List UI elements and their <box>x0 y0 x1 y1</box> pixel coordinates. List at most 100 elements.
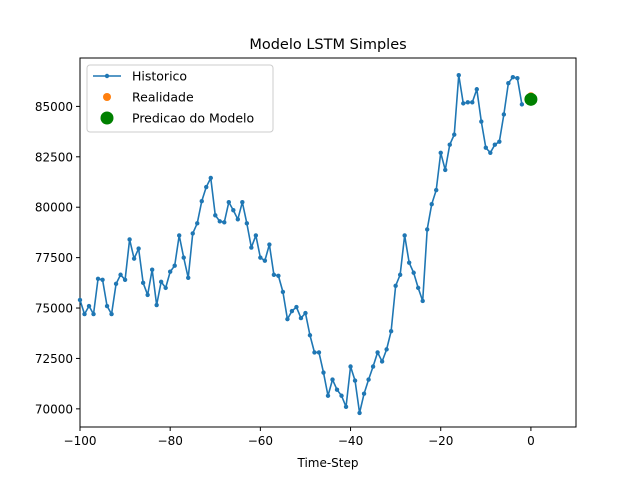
legend-label: Realidade <box>132 90 194 105</box>
historico-point <box>91 311 96 317</box>
historico-point <box>452 132 457 137</box>
historico-point <box>429 201 434 207</box>
historico-point <box>303 310 308 316</box>
series-layer <box>77 72 538 416</box>
historico-point <box>280 289 286 295</box>
historico-point <box>82 311 87 317</box>
historico-point <box>501 112 507 117</box>
historico-point <box>222 220 227 225</box>
historico-point <box>393 283 398 289</box>
historico-point <box>109 311 114 317</box>
historico-point <box>415 285 421 291</box>
legend-item: Historico <box>93 69 187 84</box>
legend-label: Predicao do Modelo <box>132 111 254 126</box>
historico-point <box>226 199 231 205</box>
y-tick-label: 70000 <box>35 402 73 416</box>
historico-point <box>285 316 290 322</box>
historico-point <box>208 175 213 181</box>
historico-point <box>167 269 173 274</box>
historico-point <box>434 187 439 193</box>
historico-point <box>357 410 362 416</box>
historico-point <box>127 237 132 242</box>
historico-point <box>397 272 403 277</box>
legend-swatch-marker <box>104 73 110 79</box>
historico-point <box>488 150 493 155</box>
historico-point <box>213 213 218 218</box>
historico-point <box>298 315 304 321</box>
historico-point <box>330 377 335 382</box>
historico-point <box>334 387 340 392</box>
historico-point <box>100 277 105 282</box>
x-tick-label: −60 <box>248 434 273 448</box>
historico-point <box>312 350 317 355</box>
x-tick-label: −100 <box>64 434 97 448</box>
historico-point <box>470 100 475 105</box>
y-tick-label: 82500 <box>35 150 73 164</box>
historico-point <box>479 119 484 124</box>
historico-point <box>465 100 470 105</box>
historico-point <box>361 391 367 396</box>
historico-point <box>145 292 150 298</box>
historico-point <box>131 256 137 261</box>
legend-swatch-marker <box>100 111 114 125</box>
historico-point <box>154 302 159 308</box>
historico-point <box>461 101 466 106</box>
historico-point <box>425 227 430 232</box>
x-tick-label: 0 <box>527 434 535 448</box>
historico-point <box>235 217 241 222</box>
historico-point <box>217 219 222 224</box>
historico-point <box>352 378 358 383</box>
plot-area <box>79 57 577 428</box>
predicao-point <box>524 92 538 106</box>
historico-point <box>271 272 277 277</box>
historico-point <box>402 233 407 238</box>
y-axis: 70000 72500 75000 77500 80000 82500 85000 <box>35 100 80 416</box>
historico-point <box>249 245 254 250</box>
historico-point <box>343 404 349 410</box>
y-tick-label: 75000 <box>35 302 73 316</box>
y-tick-label: 80000 <box>35 201 73 215</box>
historico-point <box>519 102 525 107</box>
legend-item: Predicao do Modelo <box>100 111 254 126</box>
historico-point <box>172 263 177 268</box>
historico-point <box>186 275 191 280</box>
historico-point <box>370 364 376 369</box>
y-tick-label: 72500 <box>35 352 73 366</box>
historico-point <box>483 145 489 150</box>
historico-point <box>515 75 520 81</box>
historico-point <box>276 273 281 278</box>
historico-point <box>294 304 299 310</box>
historico-point <box>497 139 502 144</box>
series-2 <box>524 92 538 106</box>
historico-point <box>379 359 385 364</box>
x-tick-label: −20 <box>428 434 453 448</box>
historico-point <box>339 393 344 398</box>
historico-point <box>262 258 268 263</box>
historico-point <box>384 347 389 352</box>
historico-point <box>118 272 123 277</box>
historico-point <box>86 303 92 309</box>
legend: Historico Realidade Predicao do Modelo <box>86 64 274 133</box>
y-tick-label: 77500 <box>35 251 73 265</box>
historico-point <box>375 350 380 355</box>
historico-point <box>289 308 295 314</box>
historico-point <box>443 167 448 173</box>
historico-point <box>158 279 164 285</box>
historico-point <box>456 72 461 78</box>
historico-point <box>149 267 155 272</box>
historico-point <box>258 255 263 260</box>
series-0 <box>77 72 525 416</box>
historico-point <box>321 370 326 375</box>
historico-point <box>492 142 498 147</box>
historico-point <box>163 285 168 291</box>
historico-point <box>231 208 236 213</box>
y-tick-label: 85000 <box>35 100 73 114</box>
historico-point <box>267 242 272 247</box>
historico-point <box>366 377 371 382</box>
chart-title: Modelo LSTM Simples <box>249 37 406 53</box>
historico-point <box>77 297 83 303</box>
historico-point <box>122 277 128 282</box>
historico-point <box>388 329 394 334</box>
historico-point <box>316 350 322 355</box>
